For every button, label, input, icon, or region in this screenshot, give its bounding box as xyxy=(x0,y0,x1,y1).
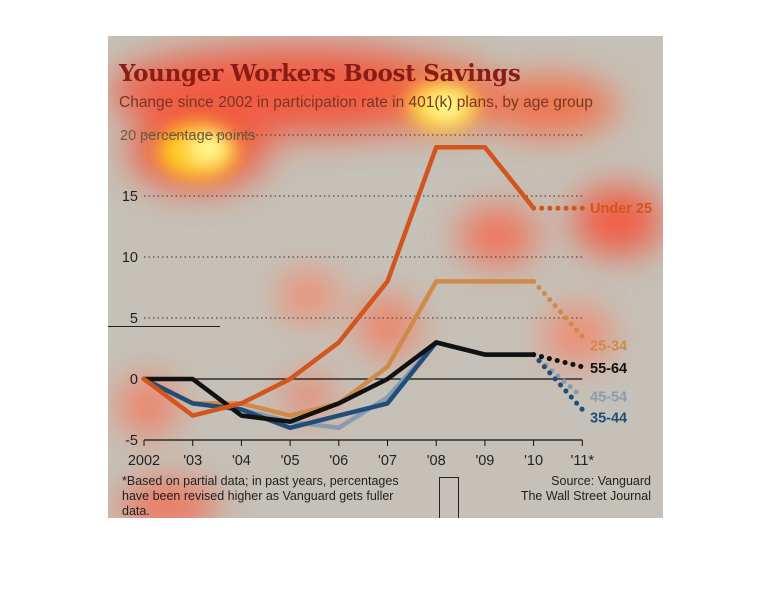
line-chart: -5 0 5 10 15 20 percentage points 2002 '03 '04 '0… xyxy=(120,128,652,469)
footnote: *Based on partial data; in past years, p… xyxy=(122,474,399,518)
axes: -5 0 5 10 15 20 percentage points 2002 '03 '04 '0… xyxy=(120,128,594,469)
series-dotted-line xyxy=(531,278,585,339)
chart-title: Younger Workers Boost Savings xyxy=(119,60,521,87)
x-tick-label: '05 xyxy=(281,453,300,469)
series-dotted-line xyxy=(531,352,585,400)
y-tick-label: 5 xyxy=(130,311,138,327)
source: Source: Vanguard The Wall Street Journal xyxy=(521,474,651,504)
annotation-line xyxy=(108,326,220,327)
y-unit-label: 20 percentage points xyxy=(120,128,255,144)
x-tick-label: 2002 xyxy=(128,453,160,469)
chart-card: Younger Workers Boost Savings Change sin… xyxy=(108,36,663,518)
publisher-line: The Wall Street Journal xyxy=(520,489,651,503)
series-label: 55-64 xyxy=(590,361,627,377)
y-tick-label: 15 xyxy=(122,189,138,205)
x-tick-label: '03 xyxy=(183,453,202,469)
x-tick-label: '06 xyxy=(329,453,348,469)
y-tick-label: 0 xyxy=(130,372,138,388)
annotation-box xyxy=(439,477,459,518)
y-tick-label: 10 xyxy=(122,250,138,266)
series-line xyxy=(141,340,536,424)
source-line: Source: Vanguard xyxy=(551,474,651,488)
x-tick-label: '10 xyxy=(524,453,543,469)
x-tick-label: '11* xyxy=(571,453,595,469)
x-tick-label: '09 xyxy=(475,453,494,469)
x-tick-label: '07 xyxy=(378,453,397,469)
series-labels: 45-54 25-34 35-44 55-64 Under 25 xyxy=(590,201,652,426)
y-tick-label: -5 xyxy=(125,433,138,449)
x-tick-label: '04 xyxy=(232,453,251,469)
x-tick-label: '08 xyxy=(427,453,446,469)
series-lines xyxy=(141,144,585,431)
series-line xyxy=(141,279,536,418)
series-label: 25-34 xyxy=(590,338,627,354)
gridlines xyxy=(144,134,583,319)
series-dotted-line xyxy=(531,352,585,370)
chart-subtitle: Change since 2002 in participation rate … xyxy=(119,94,593,111)
series-label: 35-44 xyxy=(590,411,627,427)
series-label: 45-54 xyxy=(590,389,627,405)
series-line xyxy=(141,144,536,418)
series-label: Under 25 xyxy=(590,201,652,217)
